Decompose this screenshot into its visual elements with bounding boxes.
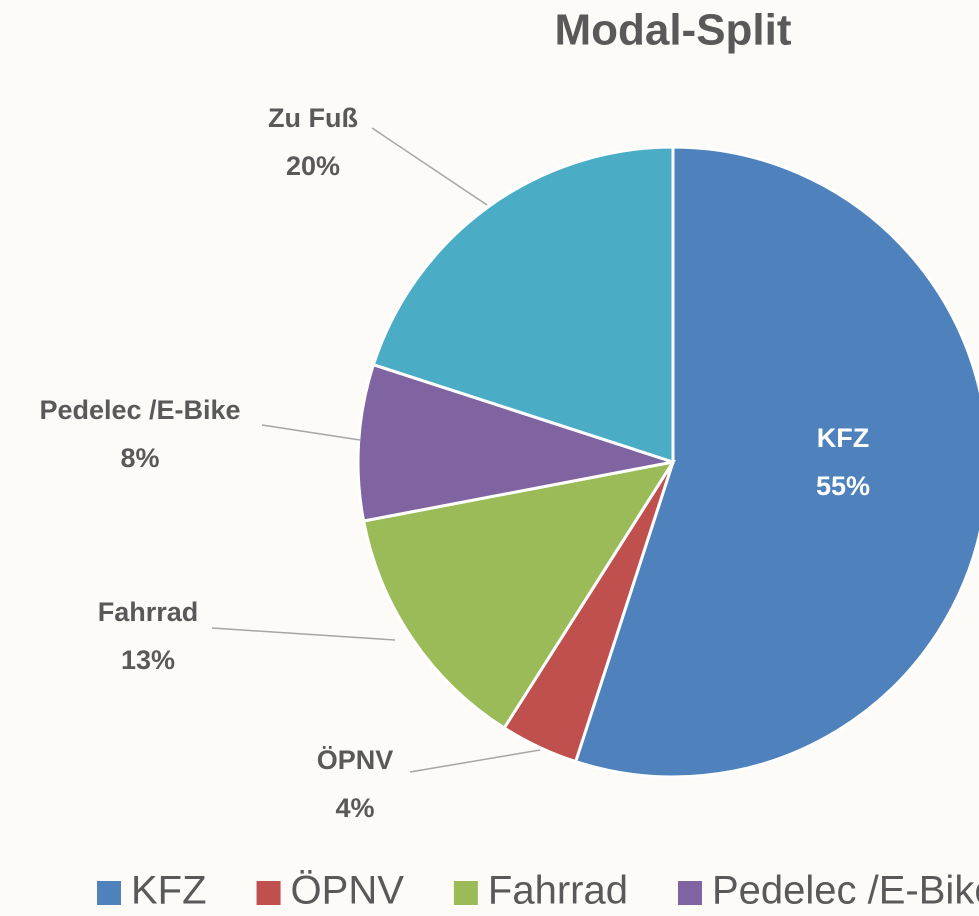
pie-slice: [361, 459, 677, 731]
leader-line: [371, 127, 488, 206]
legend-swatch: [677, 881, 702, 905]
leader-line: [409, 749, 541, 773]
category-label: Pedelec /E-Bike: [39, 395, 240, 425]
pie-slice: [573, 145, 979, 779]
legend-swatch: [97, 881, 121, 905]
legend-label: Pedelec /E-Bike: [712, 869, 979, 913]
leader-line: [211, 627, 396, 641]
legend-label: Fahrrad: [488, 869, 628, 913]
category-label: Fahrrad: [98, 597, 199, 627]
value-label: 4%: [335, 793, 374, 823]
legend-swatch: [256, 881, 281, 905]
legend-label: ÖPNV: [291, 869, 405, 913]
value-label: 8%: [120, 443, 159, 473]
legend-label: KFZ: [131, 869, 207, 913]
pie-slice: [356, 362, 674, 523]
value-label: 55%: [816, 471, 870, 501]
category-label: KFZ: [817, 423, 869, 453]
legend-swatch: [453, 881, 478, 905]
category-label: Zu Fuß: [268, 103, 358, 133]
pie-slice: [371, 145, 675, 465]
chart-title: Modal-Split: [554, 6, 791, 55]
category-label: ÖPNV: [317, 745, 394, 775]
leader-line: [261, 424, 361, 441]
value-label: 20%: [286, 151, 340, 181]
value-label: 13%: [121, 645, 175, 675]
